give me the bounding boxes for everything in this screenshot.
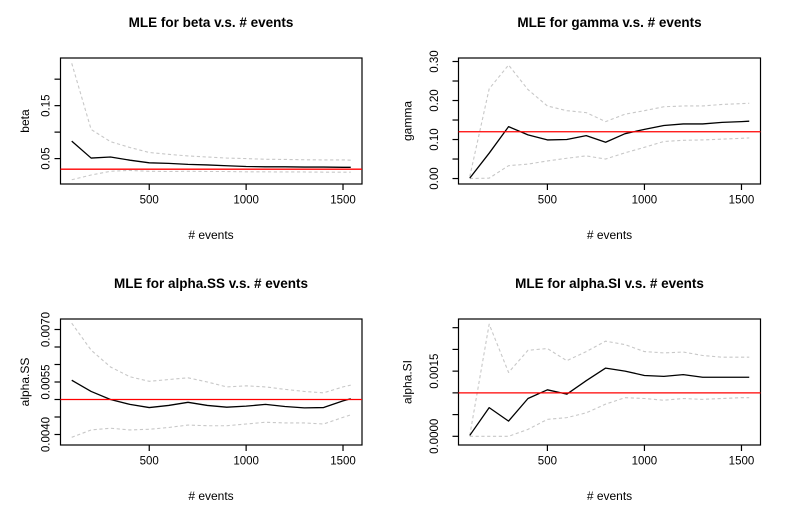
x-tick-label: 1500 bbox=[330, 455, 356, 467]
x-tick-label: 1500 bbox=[728, 455, 754, 467]
y-tick-label: 0.15 bbox=[41, 94, 53, 116]
y-tick-label: 0.0055 bbox=[41, 364, 53, 399]
y-axis-label: alpha.SI bbox=[400, 359, 414, 403]
y-tick-label: 0.0070 bbox=[41, 311, 53, 346]
y-axis-label: beta bbox=[18, 109, 32, 133]
plot-area: 500 1000 1500 0.0040 0.0055 0.0070 bbox=[41, 311, 363, 467]
ci-lower-line bbox=[469, 396, 749, 437]
x-axis-label: # events bbox=[586, 489, 631, 503]
x-tick-label: 1500 bbox=[728, 195, 754, 207]
mle-line bbox=[468, 120, 749, 179]
panel-beta: MLE for beta v.s. # events beta # events… bbox=[0, 0, 395, 261]
y-tick-label: 0.05 bbox=[41, 147, 53, 169]
ci-lower-line bbox=[469, 137, 749, 180]
panel-title: MLE for beta v.s. # events bbox=[129, 15, 294, 30]
x-tick-label: 500 bbox=[140, 195, 159, 207]
mle-line bbox=[468, 366, 749, 436]
y-tick-label: 0.30 bbox=[429, 50, 441, 72]
panel-title: MLE for alpha.SS v.s. # events bbox=[114, 276, 308, 291]
plot-box bbox=[59, 57, 363, 185]
ci-lower-line bbox=[71, 413, 351, 438]
plot-box bbox=[457, 57, 761, 185]
ci-upper-line bbox=[468, 64, 749, 177]
panel-gamma: MLE for gamma v.s. # events gamma # even… bbox=[395, 0, 789, 261]
y-tick-label: 0.20 bbox=[429, 89, 441, 111]
panel-title: MLE for alpha.SI v.s. # events bbox=[515, 276, 704, 291]
panel-alpha-si: MLE for alpha.SI v.s. # events alpha.SI … bbox=[395, 261, 789, 521]
y-axis-label: gamma bbox=[400, 101, 414, 141]
plot-area: 500 1000 1500 0.0000 0.0015 bbox=[429, 317, 761, 467]
x-tick-label: 500 bbox=[537, 195, 556, 207]
ci-upper-line bbox=[468, 323, 749, 436]
x-tick-label: 500 bbox=[537, 455, 556, 467]
x-tick-label: 1000 bbox=[631, 195, 657, 207]
ci-lower-line bbox=[71, 169, 351, 181]
y-axis-label: alpha.SS bbox=[18, 357, 32, 406]
y-tick-label: 0.0015 bbox=[429, 353, 441, 388]
panel-alpha-ss: MLE for alpha.SS v.s. # events alpha.SS … bbox=[0, 261, 395, 521]
x-axis-label: # events bbox=[586, 228, 631, 242]
mle-line bbox=[71, 379, 351, 409]
panel-title: MLE for gamma v.s. # events bbox=[517, 15, 701, 30]
x-tick-label: 1000 bbox=[631, 455, 657, 467]
ci-upper-line bbox=[71, 63, 351, 161]
x-tick-label: 1000 bbox=[233, 195, 259, 207]
y-tick-label: 0.0000 bbox=[429, 418, 441, 453]
plot-box bbox=[457, 317, 761, 446]
x-tick-label: 500 bbox=[140, 455, 159, 467]
x-axis-label: # events bbox=[188, 228, 233, 242]
x-axis-label: # events bbox=[188, 489, 233, 503]
y-tick-label: 0.00 bbox=[429, 167, 441, 189]
y-tick-label: 0.10 bbox=[429, 128, 441, 150]
x-tick-label: 1500 bbox=[330, 195, 356, 207]
plot-area: 500 1000 1500 0.00 0.10 0.20 0.30 bbox=[429, 50, 761, 207]
x-tick-label: 1000 bbox=[233, 455, 259, 467]
plot-area: 500 1000 1500 0.05 0.15 bbox=[41, 57, 363, 207]
ci-upper-line bbox=[71, 322, 351, 393]
mle-line bbox=[71, 140, 351, 168]
y-tick-label: 0.0040 bbox=[41, 416, 53, 451]
